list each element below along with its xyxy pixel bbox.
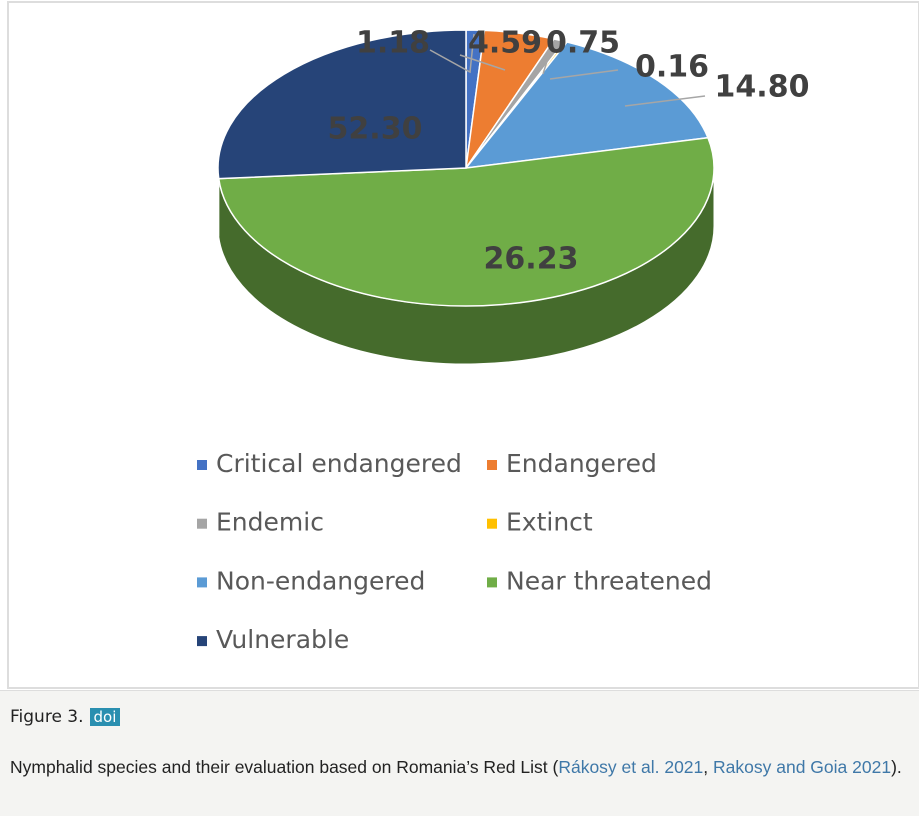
legend-label: Endemic [216,508,324,537]
legend-label: Endangered [506,449,657,478]
leader-line [624,95,706,107]
legend-label: Extinct [506,508,593,537]
legend-swatch [487,460,497,470]
value-label: 1.18 [356,26,430,61]
value-label: 0.16 [635,50,709,85]
slice [217,136,715,307]
legend-swatch [197,577,207,588]
reference-link[interactable]: Rákosy et al. 2021 [558,757,704,777]
value-label: 52.30 [328,112,423,147]
legend-label: Vulnerable [216,625,349,654]
leader-line [459,54,506,71]
leader-line [549,69,619,80]
legend-label: Near threatened [506,566,712,595]
caption-text: Nymphalid species and their evaluation b… [10,755,915,780]
legend-label: Critical endangered [216,449,462,478]
slice [464,41,710,169]
reference-link[interactable]: Rakosy and Goia 2021 [713,757,892,777]
legend-swatch [487,577,497,588]
value-label: 4.59 [468,26,542,61]
legend-swatch [487,518,497,529]
figure-number: Figure 3. [10,707,84,727]
leader-line [429,33,475,74]
value-label: 26.23 [484,242,579,277]
value-label: 14.80 [715,70,810,105]
legend-swatch [197,636,207,647]
doi-badge[interactable]: doi [89,708,121,726]
caption-segment: , [703,757,714,777]
slice [217,29,467,180]
caption-segment: ). [891,757,902,777]
legend-swatch [197,518,207,529]
caption: Figure 3. doi Nymphalid species and their… [0,690,919,816]
value-label: 0.75 [546,26,620,61]
legend-swatch [197,460,207,470]
legend-label: Non-endangered [216,566,425,595]
caption-segment: Nymphalid species and their evaluation b… [10,757,559,777]
leader-line [542,54,550,75]
figure-label: Figure 3. doi [10,707,121,727]
